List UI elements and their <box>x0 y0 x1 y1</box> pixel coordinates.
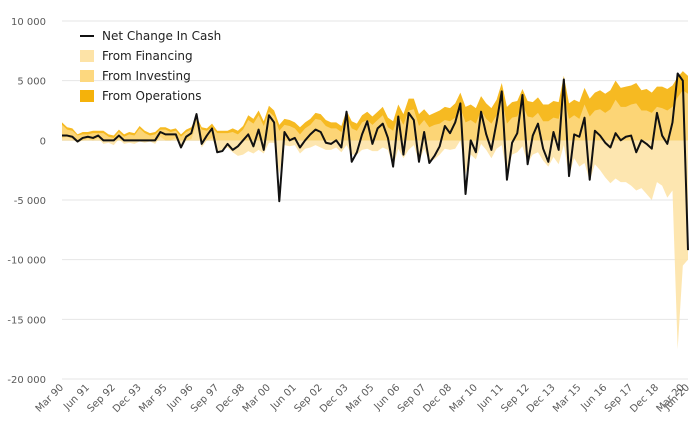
legend-swatch-operations <box>80 90 94 102</box>
x-tick-label: Dec 93 <box>111 382 144 415</box>
area-series-from-investing <box>62 90 688 141</box>
x-tick-label: Mar 95 <box>137 382 169 414</box>
area-series <box>62 71 688 350</box>
line-series <box>62 72 689 251</box>
legend-label-net-change: Net Change In Cash <box>102 29 221 43</box>
y-tick-label: -5 000 <box>14 196 46 207</box>
y-tick-label: 10 000 <box>11 17 46 28</box>
legend-label-financing: From Financing <box>102 49 193 63</box>
x-tick-label: Mar 15 <box>551 382 583 414</box>
legend-label-operations: From Operations <box>102 89 202 103</box>
x-tick-label: Mar 10 <box>448 382 480 414</box>
x-tick-label: Dec 03 <box>318 382 351 415</box>
legend-swatch-investing <box>80 70 94 82</box>
y-tick-label: 0 <box>40 136 46 147</box>
area-series-from-financing <box>62 124 688 350</box>
x-tick-label: Dec 18 <box>628 382 661 415</box>
line-series-net-change-in-cash <box>62 72 689 251</box>
x-tick-label: Mar 00 <box>241 382 273 414</box>
y-tick-label: 5 000 <box>17 77 46 88</box>
y-tick-label: -20 000 <box>7 375 46 386</box>
x-tick-label: Mar 90 <box>34 382 66 414</box>
legend-label-investing: From Investing <box>102 69 191 83</box>
legend-swatch-financing <box>80 50 94 62</box>
x-tick-label: Dec 98 <box>214 382 247 415</box>
y-axis: 10 000 5 000 0 -5 000 -10 000 -15 000 -20 000 <box>7 17 46 386</box>
x-tick-label: Dec 08 <box>421 382 454 415</box>
y-tick-label: -15 000 <box>7 315 46 326</box>
y-tick-label: -10 000 <box>7 256 46 267</box>
x-tick-label: Mar 05 <box>344 382 376 414</box>
x-tick-label: Dec 13 <box>525 382 558 415</box>
legend: Net Change In Cash From Financing From I… <box>80 29 221 103</box>
